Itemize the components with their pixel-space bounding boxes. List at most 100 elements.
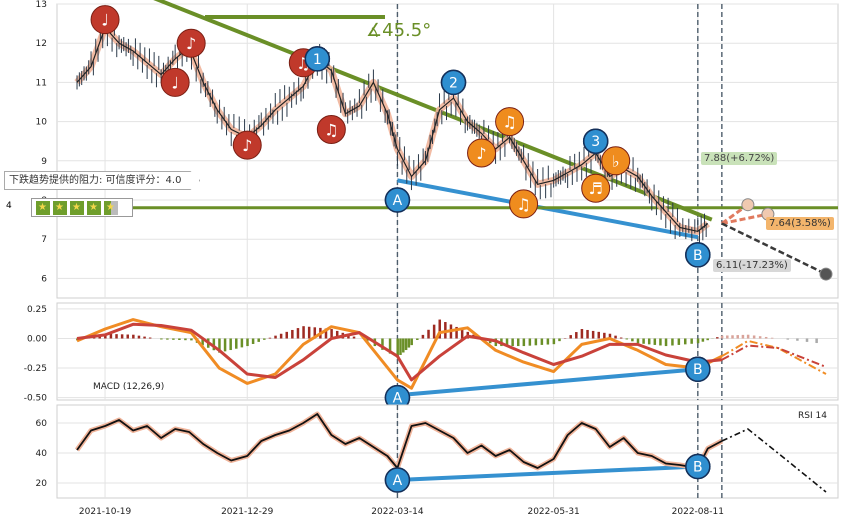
macd-histogram-bar [399, 338, 402, 355]
y-tick-label: 9 [41, 157, 47, 167]
macd-histogram-bar [642, 338, 645, 344]
macd-histogram-bar [455, 326, 458, 339]
macd-histogram-bar [586, 329, 589, 339]
pattern-marker-symbol: ♩ [171, 73, 179, 92]
macd-histogram-bar [184, 338, 187, 341]
macd-histogram-bar [137, 335, 141, 339]
pattern-marker [601, 146, 631, 176]
macd-divergence-line [397, 367, 698, 398]
macd-histogram-bar [438, 319, 441, 339]
wave-marker [440, 69, 467, 96]
target-mid-label: 7.64(3.58%) [766, 217, 834, 230]
projection-target [741, 198, 755, 212]
rsi-projection [721, 428, 827, 493]
macd-histogram-bar [696, 338, 700, 344]
macd-histogram-bar [432, 324, 436, 339]
angle-label: ∡45.5° [366, 20, 431, 41]
macd-histogram-bar [597, 331, 600, 339]
y-tick-label: 60 [36, 419, 48, 429]
y-tick-label: -0.25 [24, 364, 47, 374]
macd-histogram-bar [558, 338, 561, 342]
macd-histogram-bar [591, 330, 595, 339]
macd-histogram-bar [347, 334, 350, 339]
macd-histogram-bar [546, 338, 550, 345]
target-high-label: 7.88(+6.72%) [701, 152, 778, 165]
macd-histogram-bar [274, 335, 277, 339]
rating-value: 4 [6, 201, 12, 211]
macd-histogram-bar [132, 334, 135, 339]
macd-histogram-bar [421, 334, 425, 339]
macd-histogram-bar [126, 334, 129, 339]
macd-histogram-bar [608, 333, 612, 339]
y-tick-label: 11 [36, 78, 47, 88]
macd-histogram-bar [647, 338, 651, 345]
macd-histogram-bar [166, 338, 169, 340]
macd-histogram-bar [684, 338, 687, 345]
wave-marker-label: B [693, 460, 703, 476]
macd-histogram-bar [212, 338, 216, 351]
macd-histogram-bar [291, 329, 294, 339]
wave-marker [685, 242, 711, 268]
macd-histogram-bar [516, 338, 520, 347]
wave-marker-label: 1 [313, 52, 322, 68]
pattern-marker [176, 28, 206, 58]
wave-marker [384, 467, 411, 493]
y-tick-label: 0.25 [27, 305, 47, 315]
macd-histogram-bar [746, 334, 750, 339]
wave-marker-label: A [393, 473, 403, 489]
projection-target [819, 267, 833, 281]
pattern-marker [467, 138, 497, 168]
pattern-marker-symbol: ♫ [516, 195, 530, 214]
macd-histogram-bar [279, 333, 283, 339]
macd-histogram-bar [396, 338, 399, 358]
pattern-marker-symbol: ♫ [324, 120, 338, 139]
macd-histogram-bar [302, 326, 305, 339]
macd-label: MACD (12,26,9) [93, 382, 164, 392]
rsi-divergence-line [397, 464, 698, 482]
pattern-marker-symbol: ♩ [101, 11, 109, 30]
star-icon [70, 200, 84, 215]
wave-marker-label: B [693, 362, 703, 378]
pattern-marker-symbol: ♪ [186, 34, 196, 53]
pattern-marker [509, 189, 539, 219]
x-tick-label: 2022-05-31 [527, 507, 579, 517]
macd-histogram-bar [701, 338, 705, 342]
macd-histogram-bar [614, 335, 617, 339]
macd-histogram-bar [335, 330, 339, 339]
macd-histogram-bar [410, 338, 413, 346]
y-tick-label: 20 [36, 479, 48, 489]
macd-histogram-bar [229, 338, 232, 351]
macd-histogram-bar [619, 337, 623, 339]
wave-marker [685, 453, 711, 480]
wave-marker-label: 3 [591, 134, 600, 150]
y-tick-label: 10 [36, 118, 48, 128]
macd-histogram-bar [805, 338, 809, 342]
y-tick-label: 6 [41, 274, 47, 284]
macd-histogram-bar [706, 338, 709, 341]
macd-histogram-bar [671, 338, 674, 346]
macd-histogram-bar [268, 337, 272, 339]
macd-histogram-bar [324, 328, 328, 339]
macd-histogram-bar [534, 338, 538, 346]
projection-line [721, 212, 769, 225]
macd-histogram-bar [404, 338, 408, 351]
y-tick-label: 40 [36, 449, 48, 459]
macd-histogram-bar [736, 335, 739, 339]
macd-histogram-bar [569, 335, 572, 339]
macd-histogram-bar [758, 336, 762, 339]
macd-histogram-bar [677, 338, 681, 345]
pattern-marker [581, 173, 611, 203]
macd-histogram-bar [190, 338, 193, 341]
star-icon [36, 200, 50, 215]
macd-histogram-bar [201, 338, 204, 346]
macd-histogram-bar [178, 338, 181, 341]
macd-histogram-bar [815, 338, 818, 344]
macd-histogram-bar [352, 336, 356, 339]
pattern-marker-symbol: ♭ [612, 152, 620, 171]
rsi-label: RSI 14 [798, 411, 827, 421]
macd-line [76, 318, 723, 390]
macd-histogram-bar [716, 337, 719, 339]
macd-histogram-bar [148, 337, 152, 339]
x-tick-label: 2021-12-29 [221, 507, 274, 517]
